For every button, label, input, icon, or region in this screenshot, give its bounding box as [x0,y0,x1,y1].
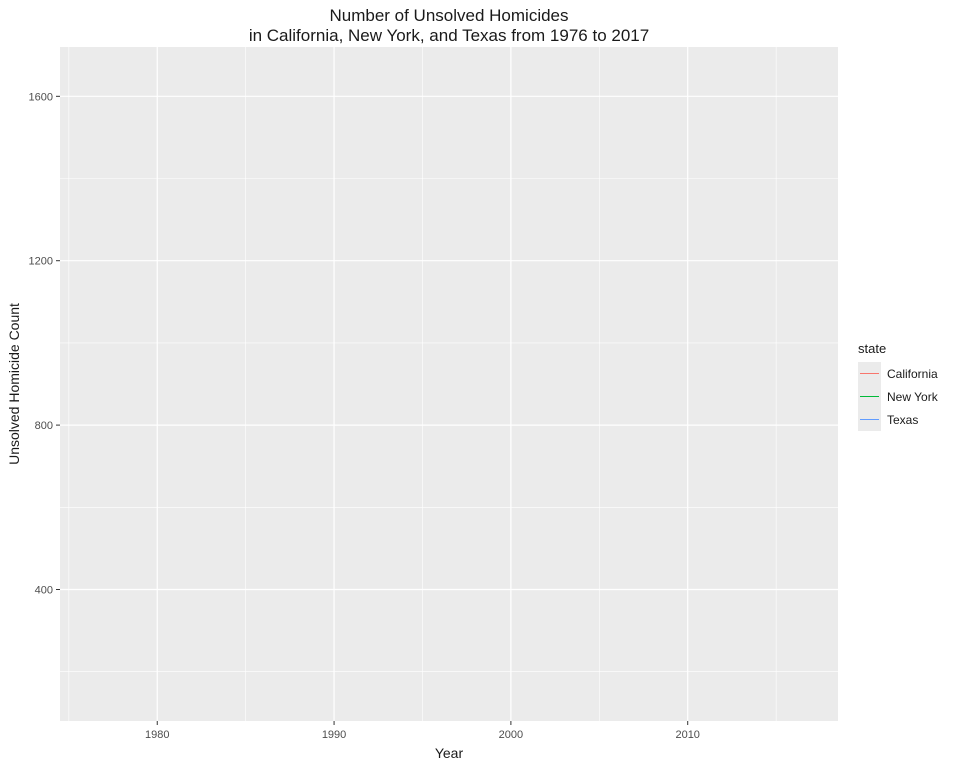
x-tick-label: 2000 [499,729,523,741]
legend-item-new-york: New York [858,385,938,408]
y-axis-title: Unsolved Homicide Count [6,303,22,465]
y-tick-label: 400 [35,584,53,596]
chart-title: Number of Unsolved Homicides [329,6,569,25]
legend-key-texas [858,408,881,431]
y-tick-label: 1600 [29,91,53,103]
legend: state California New York Texas [858,341,938,431]
legend-key-california [858,362,881,385]
legend-item-texas: Texas [858,408,938,431]
legend-label-texas: Texas [887,412,919,427]
chart-subtitle: in California, New York, and Texas from … [248,26,650,45]
y-tick-label: 1200 [29,256,53,268]
x-tick-label: 1980 [145,729,169,741]
legend-label-california: California [887,366,938,381]
x-tick-label: 2010 [675,729,699,741]
x-tick-label: 1990 [322,729,346,741]
chart-title-block: Number of Unsolved Homicides in Californ… [60,6,838,46]
legend-item-california: California [858,362,938,385]
x-axis-title: Year [435,745,464,761]
plot-panel [60,47,838,721]
y-tick-label: 800 [35,420,53,432]
legend-label-new-york: New York [887,389,938,404]
legend-title: state [858,341,887,356]
legend-key-new-york [858,385,881,408]
